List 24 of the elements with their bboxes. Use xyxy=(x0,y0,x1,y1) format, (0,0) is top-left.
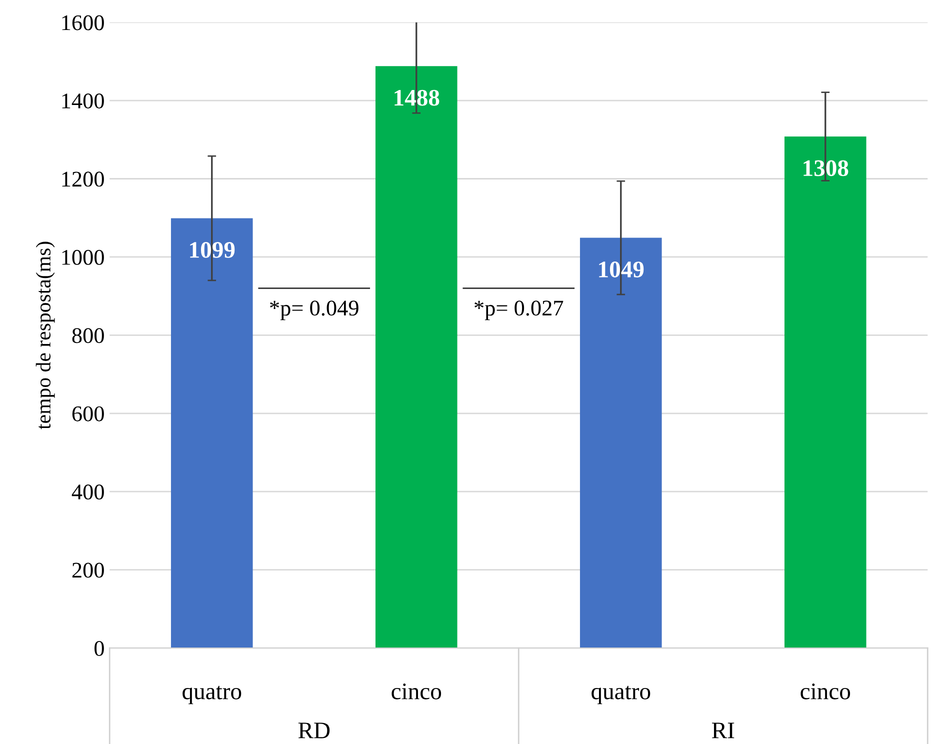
data-label: 1308 xyxy=(804,160,848,176)
y-tick-label: 800 xyxy=(72,328,104,344)
bar xyxy=(375,66,458,648)
y-tick-label: 0 xyxy=(94,640,104,656)
y-tick-label: 1600 xyxy=(62,15,104,30)
y-tick-label: 1200 xyxy=(62,172,104,187)
annotation: *p= 0.049 xyxy=(270,300,358,320)
y-axis-title: tempo de resposta(ms) xyxy=(36,242,55,430)
bar xyxy=(784,136,866,648)
y-tick-label: 200 xyxy=(72,562,104,578)
data-label: 1488 xyxy=(394,90,440,106)
text: RD xyxy=(298,722,330,738)
bar xyxy=(580,238,662,648)
annotation: *p= 0.027 xyxy=(474,300,564,320)
text: RI xyxy=(712,722,734,738)
y-tick-label: 1000 xyxy=(62,250,104,265)
x-tick-label: quatro xyxy=(592,686,650,704)
bar xyxy=(170,218,253,648)
x-tick-label: cinco xyxy=(800,683,850,700)
y-tick-label: 400 xyxy=(72,484,104,500)
x-tick-label: quatro xyxy=(182,686,242,704)
y-tick-label: 600 xyxy=(72,406,104,422)
y-tick-label: 1400 xyxy=(62,93,104,108)
x-tick-label: cinco xyxy=(392,683,442,700)
